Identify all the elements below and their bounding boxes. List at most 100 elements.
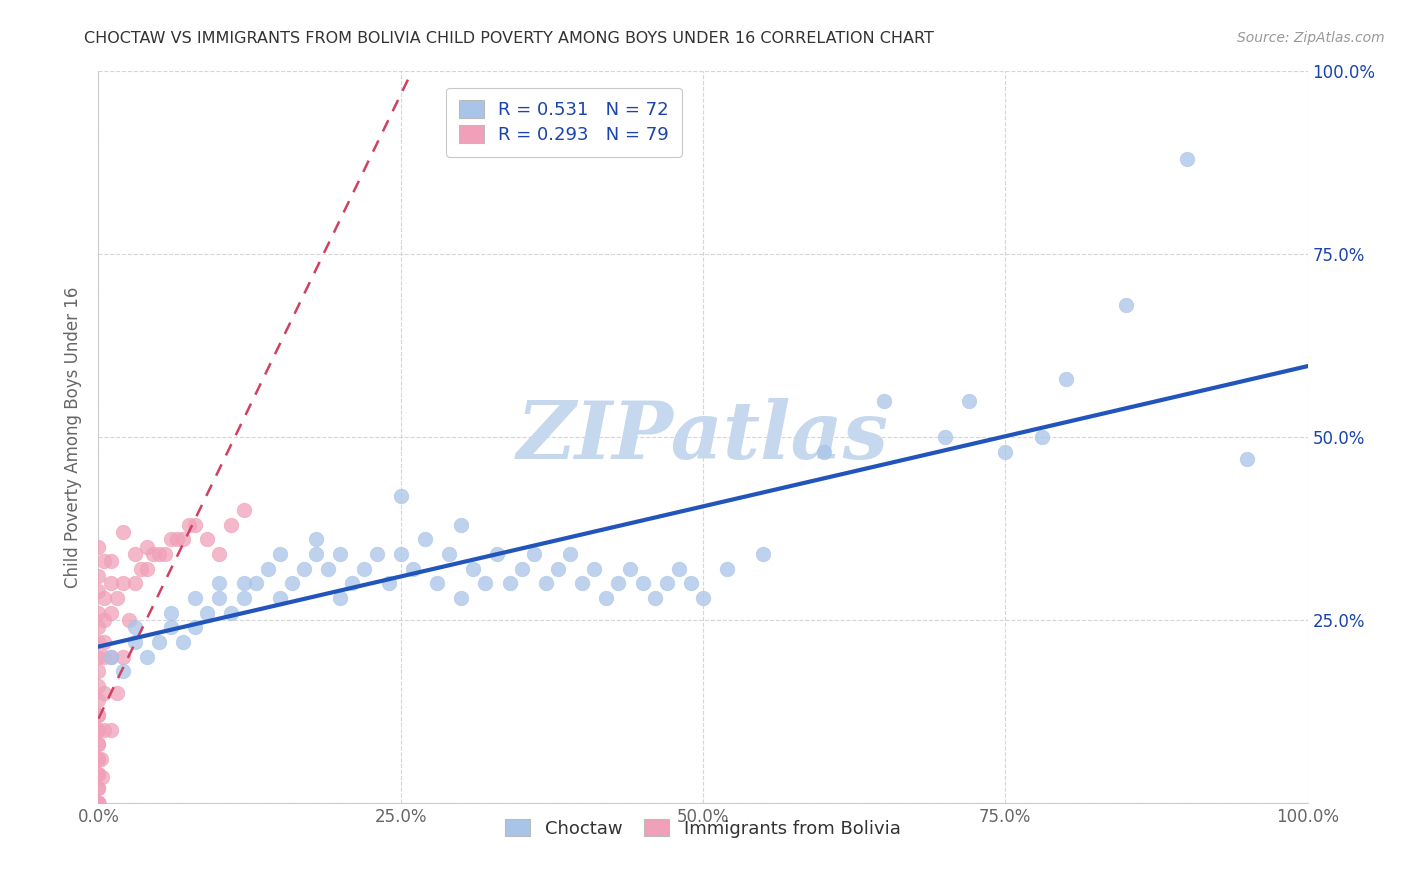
Point — [87, 796, 110, 810]
Point — [486, 547, 509, 561]
Point — [153, 547, 176, 561]
Point — [1054, 371, 1077, 385]
Point — [160, 533, 183, 547]
Point — [426, 576, 449, 591]
Point — [105, 591, 128, 605]
Point — [87, 664, 110, 678]
Point — [87, 796, 110, 810]
Point — [124, 635, 146, 649]
Point — [87, 796, 110, 810]
Point — [90, 752, 112, 766]
Text: CHOCTAW VS IMMIGRANTS FROM BOLIVIA CHILD POVERTY AMONG BOYS UNDER 16 CORRELATION: CHOCTAW VS IMMIGRANTS FROM BOLIVIA CHILD… — [84, 31, 934, 46]
Point — [148, 547, 170, 561]
Point — [195, 606, 218, 620]
Point — [87, 796, 110, 810]
Point — [402, 562, 425, 576]
Point — [87, 540, 110, 554]
Point — [1115, 298, 1137, 312]
Point — [595, 591, 617, 605]
Point — [450, 591, 472, 605]
Point — [353, 562, 375, 576]
Point — [232, 503, 254, 517]
Point — [160, 620, 183, 634]
Point — [93, 635, 115, 649]
Point — [100, 606, 122, 620]
Point — [100, 554, 122, 568]
Point — [184, 620, 207, 634]
Point — [91, 770, 114, 784]
Point — [1236, 452, 1258, 467]
Point — [87, 569, 110, 583]
Point — [644, 591, 666, 605]
Point — [87, 737, 110, 751]
Point — [342, 576, 364, 591]
Point — [87, 679, 110, 693]
Point — [87, 796, 110, 810]
Point — [873, 393, 896, 408]
Point — [679, 576, 702, 591]
Point — [124, 620, 146, 634]
Legend: Choctaw, Immigrants from Bolivia: Choctaw, Immigrants from Bolivia — [498, 812, 908, 845]
Point — [668, 562, 690, 576]
Point — [305, 533, 328, 547]
Point — [994, 444, 1017, 458]
Point — [184, 517, 207, 532]
Point — [957, 393, 980, 408]
Point — [377, 576, 399, 591]
Point — [118, 613, 141, 627]
Point — [87, 796, 110, 810]
Point — [571, 576, 593, 591]
Point — [1175, 152, 1198, 166]
Point — [160, 606, 183, 620]
Point — [87, 649, 110, 664]
Point — [93, 686, 115, 700]
Point — [87, 708, 110, 723]
Point — [523, 547, 546, 561]
Point — [208, 547, 231, 561]
Point — [87, 796, 110, 810]
Point — [93, 649, 115, 664]
Point — [111, 649, 134, 664]
Point — [135, 649, 157, 664]
Point — [195, 533, 218, 547]
Point — [607, 576, 630, 591]
Point — [437, 547, 460, 561]
Point — [87, 781, 110, 796]
Point — [547, 562, 569, 576]
Point — [245, 576, 267, 591]
Point — [87, 796, 110, 810]
Point — [305, 547, 328, 561]
Point — [124, 547, 146, 561]
Point — [93, 591, 115, 605]
Point — [329, 547, 352, 561]
Point — [329, 591, 352, 605]
Point — [87, 693, 110, 707]
Point — [142, 547, 165, 561]
Point — [232, 576, 254, 591]
Point — [87, 766, 110, 780]
Point — [93, 613, 115, 627]
Point — [111, 525, 134, 540]
Point — [256, 562, 278, 576]
Point — [87, 635, 110, 649]
Point — [87, 752, 110, 766]
Point — [389, 547, 412, 561]
Y-axis label: Child Poverty Among Boys Under 16: Child Poverty Among Boys Under 16 — [65, 286, 83, 588]
Point — [534, 576, 557, 591]
Point — [172, 635, 194, 649]
Point — [179, 517, 201, 532]
Point — [232, 591, 254, 605]
Point — [100, 723, 122, 737]
Point — [100, 649, 122, 664]
Point — [93, 554, 115, 568]
Point — [474, 576, 496, 591]
Point — [87, 723, 110, 737]
Point — [316, 562, 339, 576]
Point — [87, 796, 110, 810]
Point — [292, 562, 315, 576]
Point — [269, 547, 291, 561]
Point — [87, 796, 110, 810]
Point — [87, 796, 110, 810]
Point — [716, 562, 738, 576]
Point — [87, 796, 110, 810]
